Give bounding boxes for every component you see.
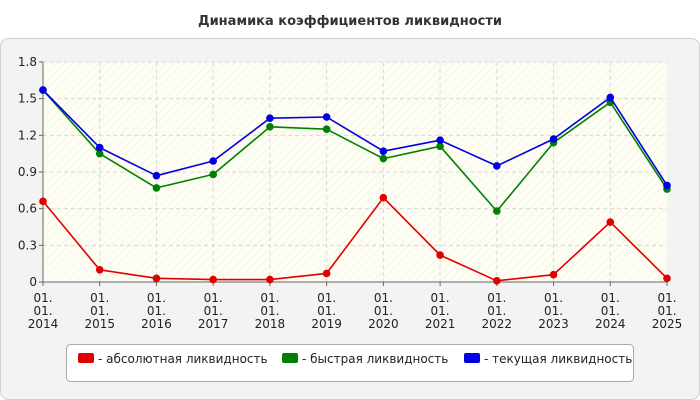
series-group xyxy=(39,86,671,285)
y-tick-label: 0.6 xyxy=(18,202,37,216)
data-point-1 xyxy=(493,276,501,285)
data-point-3 xyxy=(663,181,671,190)
data-point-1 xyxy=(95,265,104,274)
y-tick-label: 1.8 xyxy=(18,55,37,69)
data-point-1 xyxy=(266,275,274,284)
legend: - абсолютная ликвидность - быстрая ликвид… xyxy=(66,344,634,382)
data-point-2 xyxy=(209,170,217,179)
x-tick-label: 01. 01. 2017 xyxy=(198,291,229,331)
x-tick-label: 01. 01. 2018 xyxy=(255,291,286,331)
data-point-1 xyxy=(152,274,161,283)
y-tick-label: 0.9 xyxy=(18,165,37,179)
data-point-1 xyxy=(606,218,615,226)
y-tick-label: 1.5 xyxy=(18,92,37,106)
x-tick-label: 01. 01. 2016 xyxy=(141,291,172,331)
data-point-3 xyxy=(95,143,104,152)
data-point-1 xyxy=(322,269,331,278)
series-line-3 xyxy=(42,89,668,186)
x-tick-label: 01. 01. 2020 xyxy=(368,291,399,331)
y-tick-label: 1.2 xyxy=(18,128,37,142)
x-tick-label: 01. 01. 2023 xyxy=(538,291,569,331)
legend-swatch-1 xyxy=(78,353,94,363)
data-point-3 xyxy=(209,157,217,165)
data-point-2 xyxy=(379,154,388,163)
x-tick-label: 01. 01. 2022 xyxy=(482,291,513,331)
data-point-3 xyxy=(493,162,501,170)
data-point-1 xyxy=(436,251,444,259)
data-point-2 xyxy=(322,125,331,134)
x-tick-labels: 01. 01. 2014 01. 01. 2015 01. 01. 2016 01. 01. 2017… xyxy=(28,291,683,331)
data-point-3 xyxy=(266,114,274,123)
y-tick-label: 0 xyxy=(29,275,37,289)
x-tick-label: 01. 01. 2015 xyxy=(84,291,115,331)
legend-label-1: - абсолютная ликвидность xyxy=(98,352,268,366)
data-point-1 xyxy=(209,275,217,284)
legend-swatch-2 xyxy=(282,353,298,363)
x-tick-label: 01. 01. 2024 xyxy=(595,291,626,331)
data-point-2 xyxy=(266,122,274,131)
legend-swatch-3 xyxy=(464,353,480,363)
data-point-1 xyxy=(39,197,47,206)
y-tick-labels: 0 0.3 0.6 0.9 1.2 1.5 1.8 xyxy=(18,55,37,289)
data-point-1 xyxy=(379,193,388,202)
data-point-2 xyxy=(152,184,161,192)
y-tick-label: 0.3 xyxy=(18,238,37,252)
x-tick-label: 01. 01. 2019 xyxy=(311,291,342,331)
data-point-3 xyxy=(379,147,388,156)
x-tick-label: 01. 01. 2025 xyxy=(652,291,683,331)
x-tick-label: 01. 01. 2021 xyxy=(425,291,456,331)
series-line-1 xyxy=(42,196,668,282)
data-point-3 xyxy=(322,113,331,121)
legend-label-3: - текущая ликвидность xyxy=(484,352,632,366)
data-point-3 xyxy=(39,86,47,94)
data-point-1 xyxy=(663,274,671,283)
legend-label-2: - быстрая ликвидность xyxy=(302,352,448,366)
data-point-3 xyxy=(152,171,161,180)
chart-title: Динамика коэффициентов ликвидности xyxy=(198,14,502,29)
series-line-2 xyxy=(42,89,668,212)
data-point-3 xyxy=(549,135,558,143)
data-point-3 xyxy=(606,93,615,102)
legend-box xyxy=(66,344,634,382)
data-point-2 xyxy=(95,149,104,158)
data-point-2 xyxy=(493,207,501,215)
data-point-1 xyxy=(549,270,558,279)
data-point-2 xyxy=(436,142,444,151)
data-point-3 xyxy=(436,136,444,145)
x-tick-label: 01. 01. 2014 xyxy=(28,291,59,331)
